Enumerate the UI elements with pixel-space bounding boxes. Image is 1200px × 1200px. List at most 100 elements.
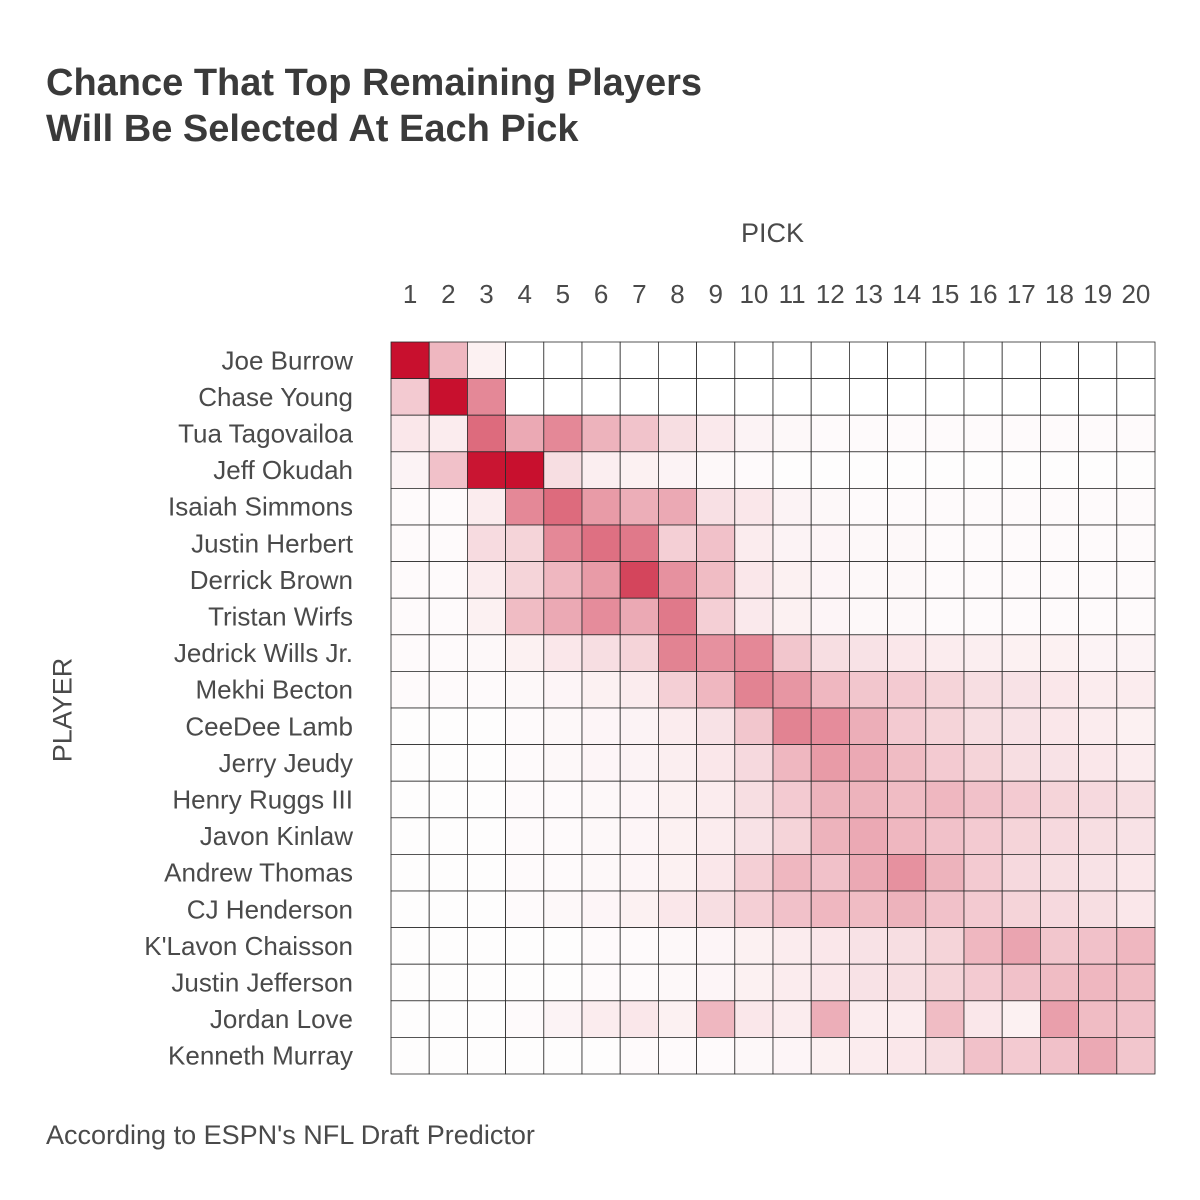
heatmap-cell (810, 634, 850, 672)
heatmap-cell (466, 487, 506, 526)
heatmap-cell (658, 341, 698, 379)
heatmap-cell (963, 524, 1003, 562)
heatmap-cell (1116, 780, 1156, 819)
heatmap-cell (390, 1037, 430, 1075)
heatmap-cell (696, 927, 736, 965)
heatmap-cell (505, 780, 545, 819)
heatmap-cell (581, 561, 621, 599)
heatmap-cell (925, 597, 965, 636)
heatmap-cell (734, 707, 774, 745)
x-tick-label: 6 (594, 279, 608, 309)
heatmap-cell (543, 414, 583, 453)
heatmap-cell (581, 744, 621, 782)
heatmap-cell (849, 597, 889, 636)
heatmap-cell (810, 378, 850, 416)
heatmap-cell (505, 414, 545, 453)
heatmap-cell (849, 707, 889, 745)
heatmap-cell (1116, 487, 1156, 526)
heatmap-cell (581, 817, 621, 855)
heatmap-cell (849, 1037, 889, 1075)
chart-title-line-1: Chance That Top Remaining Players (46, 62, 703, 104)
x-tick-label: 16 (969, 279, 998, 309)
heatmap-cell (1116, 451, 1156, 489)
heatmap-cell (849, 963, 889, 1002)
heatmap-cell (581, 671, 621, 709)
heatmap-cell (734, 744, 774, 782)
heatmap-cell (428, 927, 468, 965)
heatmap-cell (696, 634, 736, 672)
chart-title: Chance That Top Remaining Players Will B… (46, 60, 702, 152)
heatmap-cell (658, 378, 698, 416)
heatmap-cell (772, 451, 812, 489)
heatmap-cell (658, 1000, 698, 1038)
heatmap-cell (963, 1000, 1003, 1038)
heatmap-cell (696, 744, 736, 782)
heatmap-cell (1040, 854, 1080, 892)
heatmap-cell (466, 341, 506, 379)
y-tick-label: Tristan Wirfs (208, 602, 353, 632)
heatmap-cell (925, 634, 965, 672)
heatmap-cell (1116, 927, 1156, 965)
heatmap-cell (390, 414, 430, 453)
heatmap-cell (696, 963, 736, 1002)
heatmap-cell (543, 561, 583, 599)
x-tick-label: 3 (479, 279, 493, 309)
heatmap-cell (1001, 341, 1041, 379)
heatmap-cell (1116, 890, 1156, 928)
heatmap-cell (581, 341, 621, 379)
heatmap-cell (734, 927, 774, 965)
x-tick-label: 15 (930, 279, 959, 309)
heatmap-cell (428, 487, 468, 526)
heatmap-cell (619, 1037, 659, 1075)
heatmap-cell (619, 378, 659, 416)
heatmap-cell (887, 524, 927, 562)
heatmap-cell (772, 671, 812, 709)
heatmap-cell (772, 744, 812, 782)
heatmap-cell (734, 890, 774, 928)
heatmap-cell (428, 341, 468, 379)
heatmap-cell (1116, 341, 1156, 379)
heatmap-cell (466, 378, 506, 416)
heatmap-cell (772, 1037, 812, 1075)
heatmap-cell (1001, 414, 1041, 453)
heatmap-cell (1040, 634, 1080, 672)
heatmap-cell (1001, 744, 1041, 782)
heatmap-cell (505, 1000, 545, 1038)
heatmap-cell (849, 780, 889, 819)
heatmap-cell (963, 487, 1003, 526)
heatmap-cell (390, 963, 430, 1002)
heatmap-cell (696, 780, 736, 819)
heatmap-cell (390, 927, 430, 965)
heatmap-cell (543, 1000, 583, 1038)
heatmap-cell (1001, 487, 1041, 526)
heatmap-cell (1040, 1037, 1080, 1075)
heatmap-cell (963, 597, 1003, 636)
heatmap-cell (466, 927, 506, 965)
heatmap-cell (1040, 707, 1080, 745)
heatmap-cell (428, 780, 468, 819)
heatmap-cell (619, 671, 659, 709)
heatmap-cell (1040, 817, 1080, 855)
heatmap-cell (1040, 451, 1080, 489)
heatmap-cell (1116, 817, 1156, 855)
heatmap-cell (1116, 597, 1156, 636)
heatmap-cell (810, 597, 850, 636)
heatmap-cell (466, 817, 506, 855)
heatmap-cell (1040, 378, 1080, 416)
heatmap-cell (390, 744, 430, 782)
heatmap-cell (505, 378, 545, 416)
heatmap-cell (619, 927, 659, 965)
heatmap-cell (849, 378, 889, 416)
y-tick-label: Henry Ruggs III (172, 785, 353, 815)
y-tick-label: Mekhi Becton (195, 675, 353, 705)
heatmap-cell (619, 524, 659, 562)
heatmap-cell (505, 561, 545, 599)
heatmap-cell (581, 451, 621, 489)
heatmap-cell (810, 1037, 850, 1075)
heatmap-cell (505, 854, 545, 892)
heatmap-cell (1078, 561, 1118, 599)
heatmap-cell (734, 817, 774, 855)
heatmap-cell (772, 341, 812, 379)
heatmap-cell (658, 561, 698, 599)
heatmap-cell (505, 963, 545, 1002)
